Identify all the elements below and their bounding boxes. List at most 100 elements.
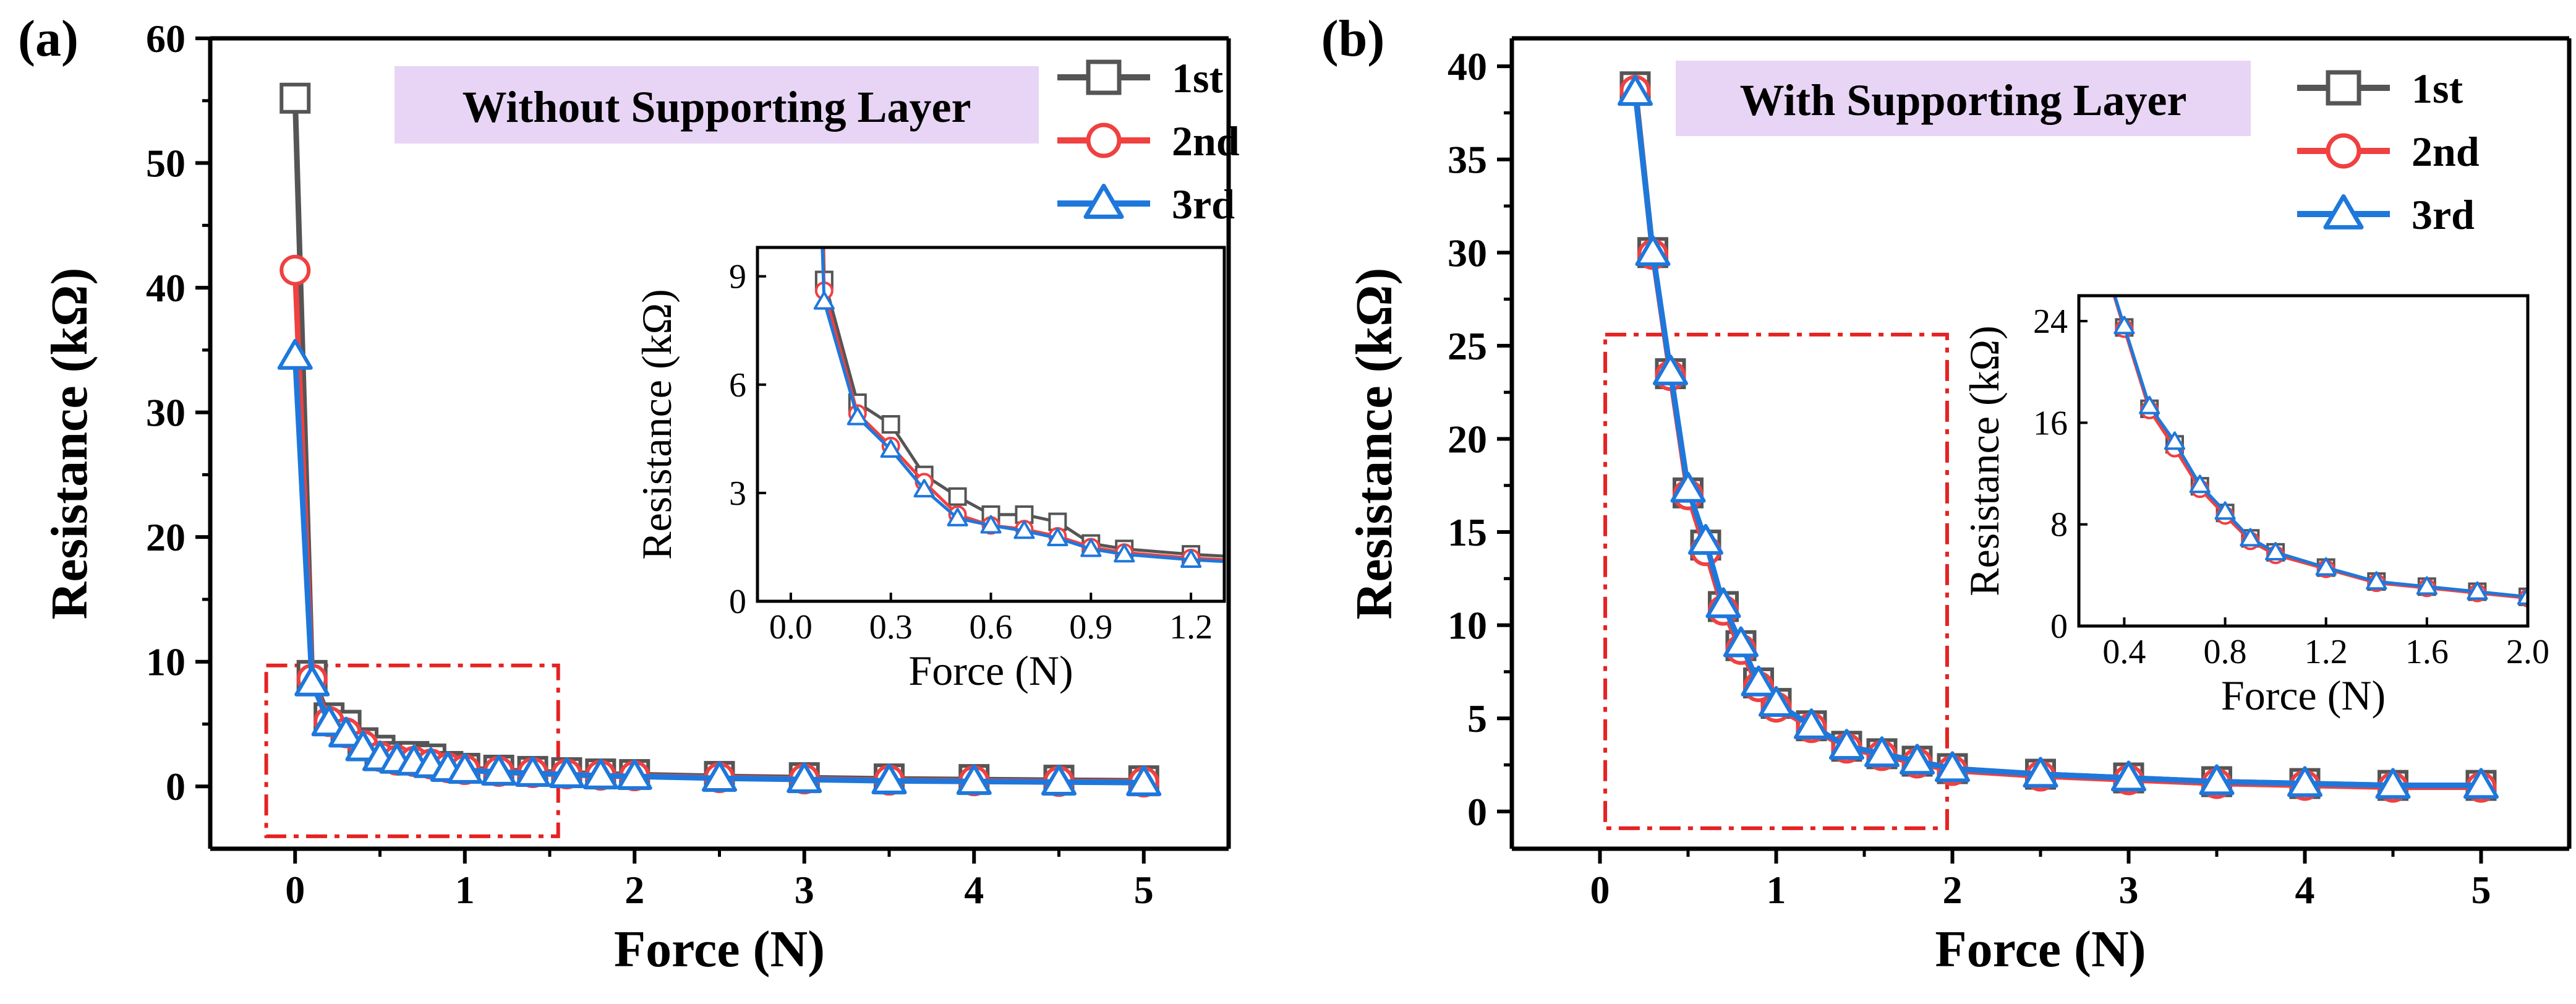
data-point-3rd — [2287, 766, 2323, 797]
y-tick-label: 35 — [1448, 138, 1487, 182]
inset-y-tick-label: 9 — [729, 258, 746, 296]
inset-plot-area — [813, 247, 1224, 568]
legend-marker-3rd — [2323, 194, 2364, 230]
inset-data-point-3rd — [880, 439, 902, 458]
y-tick-label: 5 — [1467, 697, 1487, 740]
inset-x-tick-label: 1.2 — [2305, 633, 2348, 671]
data-point-3rd — [956, 764, 992, 795]
data-point-3rd — [481, 754, 517, 786]
inset-chart: 0.0 0.3 0.6 0.9 1.2 0 3 6 9 Force (N) Resistance (… — [633, 246, 1226, 694]
inset-data-point-3rd — [2113, 315, 2135, 335]
y-tick-label: 25 — [1448, 324, 1487, 368]
inset-y-tick-label: 3 — [729, 474, 746, 513]
chart-title: Without Supporting Layer — [463, 82, 971, 132]
data-point-3rd — [548, 757, 584, 788]
x-tick-label: 1 — [455, 868, 475, 912]
y-tick-label: 40 — [1448, 45, 1487, 88]
panel-label: (b) — [1321, 10, 1385, 67]
data-point-3rd — [1670, 471, 1706, 503]
legend-label-1st: 1st — [2412, 65, 2463, 112]
series-3rd — [277, 338, 1162, 796]
inset-data-point-3rd — [1180, 549, 1202, 568]
data-point-3rd — [2023, 757, 2058, 788]
chart-title-box — [1676, 61, 2251, 136]
inset-x-tick-label: 0.8 — [2204, 633, 2247, 671]
inset-data-point-3rd — [1080, 538, 1102, 557]
series-3rd — [1617, 75, 2499, 799]
chart-title: With Supporting Layer — [1740, 75, 2187, 125]
y-tick-label: 20 — [146, 515, 186, 559]
inset-x-tick-label: 0.0 — [769, 608, 812, 646]
data-point-3rd — [2199, 764, 2235, 796]
inset-y-tick-label: 6 — [729, 366, 746, 405]
y-tick-label: 30 — [146, 391, 186, 435]
inset-data-point-3rd — [2315, 557, 2337, 576]
legend-label-2nd: 2nd — [2412, 128, 2480, 175]
inset-data-point-3rd — [2189, 474, 2211, 494]
legend-marker-2nd — [2326, 133, 2361, 169]
data-point-3rd — [1793, 708, 1830, 740]
data-point-3rd — [447, 752, 483, 784]
data-point-1st — [279, 82, 311, 114]
data-point-3rd — [1741, 665, 1776, 697]
data-point-3rd — [787, 762, 822, 793]
legend-label-3rd: 3rd — [1172, 181, 1235, 228]
data-point-3rd — [1126, 765, 1162, 796]
inset-data-point-3rd — [2240, 528, 2261, 547]
inset-data-point-3rd — [2467, 581, 2488, 600]
inset-x-tick-label: 0.9 — [1069, 608, 1112, 646]
legend-marker-3rd — [1083, 184, 1124, 219]
inset-x-tick-label: 2.0 — [2506, 633, 2549, 671]
inset-series-line-2nd — [821, 247, 1224, 562]
inset-y-tick-label: 24 — [2033, 302, 2068, 341]
x-tick-label: 0 — [285, 868, 305, 912]
data-point-3rd — [345, 730, 381, 762]
zoom-region-box — [264, 663, 560, 838]
inset-x-tick-label: 0.6 — [970, 608, 1013, 646]
inset-data-point-1st — [881, 415, 900, 434]
y-tick-label: 0 — [166, 765, 186, 809]
x-tick-label: 4 — [2295, 868, 2315, 912]
inset-x-tick-label: 1.6 — [2405, 633, 2449, 671]
data-point-3rd — [701, 761, 738, 792]
inset-data-point-3rd — [2517, 586, 2528, 605]
inset-y-axis-title: Resistance (kΩ) — [633, 289, 680, 560]
inset-series-line-3rd — [821, 247, 1224, 564]
x-axis-title: Force (N) — [614, 920, 825, 978]
y-tick-label: 30 — [1448, 231, 1487, 275]
inset-data-point-3rd — [2164, 431, 2186, 450]
chart-panel-b: (b) With Supporting Layer 0 1 2 3 4 5 0 5 10 15 20 25… — [1321, 10, 2572, 978]
data-point-3rd — [1705, 587, 1741, 619]
inset-x-tick-label: 0.4 — [2102, 633, 2146, 671]
data-point-3rd — [1899, 744, 1935, 775]
x-tick-label: 3 — [795, 868, 814, 912]
inset-x-tick-label: 0.3 — [869, 608, 913, 646]
data-point-3rd — [515, 755, 551, 787]
data-point-3rd — [1687, 524, 1724, 555]
data-point-3rd — [1864, 736, 1900, 768]
y-tick-label: 40 — [146, 266, 186, 310]
inset-chart: 0.4 0.8 1.2 1.6 2.0 0 8 16 24 Force (N) Resistance… — [1961, 294, 2549, 719]
legend-label-2nd: 2nd — [1172, 118, 1240, 165]
inset-x-axis-title: Force (N) — [2221, 672, 2386, 719]
inset-data-point-3rd — [913, 479, 935, 498]
inset-data-point-3rd — [2366, 571, 2387, 590]
inset-y-tick-label: 0 — [2050, 607, 2068, 646]
x-tick-label: 2 — [625, 868, 644, 912]
panel-label: (a) — [18, 10, 79, 67]
data-point-3rd — [1723, 626, 1759, 658]
x-tick-label: 5 — [2472, 868, 2491, 912]
inset-x-axis-title: Force (N) — [908, 647, 1073, 694]
inset-data-point-3rd — [1047, 528, 1068, 546]
y-tick-label: 15 — [1448, 510, 1487, 554]
data-point-3rd — [311, 705, 347, 737]
y-tick-label: 20 — [1448, 417, 1487, 461]
inset-background — [757, 247, 1224, 601]
data-point-3rd — [582, 758, 618, 789]
data-point-3rd — [294, 665, 330, 697]
y-tick-label: 60 — [146, 17, 186, 61]
x-tick-label: 5 — [1134, 868, 1154, 912]
data-point-3rd — [277, 338, 313, 370]
inset-x-tick-label: 1.2 — [1169, 608, 1213, 646]
